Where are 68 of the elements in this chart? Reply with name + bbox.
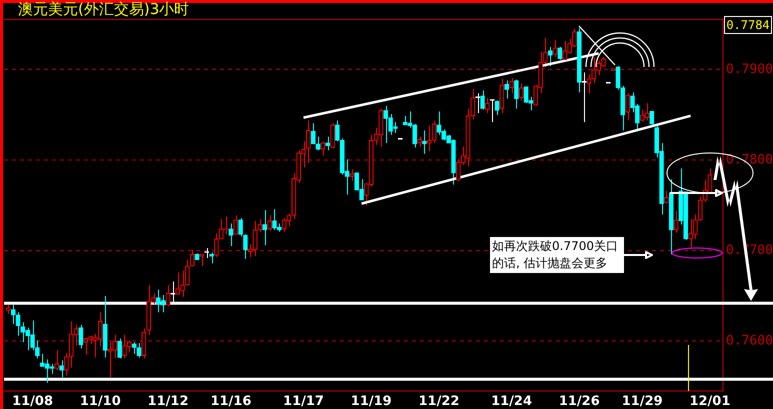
candlestick [83,337,88,356]
text: 0.7784 [724,16,772,34]
candlestick [664,190,669,204]
candlestick [674,210,678,234]
candlestick [320,140,326,156]
candlestick [514,79,519,110]
candlestick [136,342,142,358]
candlestick [306,120,311,164]
candlestick [426,125,432,152]
candlestick [78,324,84,349]
x-tick-label: 11/24 [491,394,532,409]
candlestick [175,272,180,295]
candlestick [650,110,654,124]
x-tick-label: 11/19 [350,394,392,409]
y-tick-label: 0.7900 [726,62,773,78]
candlestick [98,312,103,348]
chart-title: 澳元美元(外汇交易)3小时 [18,0,190,18]
x-tick-label: 11/10 [80,394,121,409]
x-tick-label: 11/26 [558,394,600,409]
candlestick [6,304,11,315]
candlestick [267,214,272,232]
candlestick [640,109,645,122]
candlestick [500,78,504,114]
candlestick [16,312,20,336]
candlestick [117,338,122,359]
candlestick [166,284,170,306]
candlestick [310,122,316,144]
candlestick [494,100,500,116]
candlestick [40,353,45,368]
x-tick-label: 11/22 [418,394,460,409]
candlestick [204,247,210,258]
y-tick-label: 0.7600 [726,334,773,349]
candlestick [480,90,485,110]
candlestick [485,97,490,114]
candlestick [552,39,558,58]
candlestick [64,352,69,376]
x-tick-label: 11/08 [12,394,54,409]
candlestick [698,196,703,222]
x-tick-label: 11/12 [148,394,188,409]
candlestick [350,168,354,182]
candlestick [190,249,195,267]
candlestick [262,209,268,246]
candlestick [132,342,136,354]
candlestick [330,122,335,149]
candlestick [59,360,64,378]
x-tick-label: 11/29 [622,394,663,409]
candlestick [10,304,16,325]
candlestick [558,46,562,60]
candlestick [562,40,568,62]
candlestick [518,82,524,101]
candlestick [160,294,166,313]
annotation: 如再次跌破0.7700关口的话, 估计抛盘会更多 [490,237,624,273]
x-tick-label: 11/16 [210,394,252,409]
x-tick-label: 11/17 [283,394,324,409]
candlestick [509,77,514,94]
candlestick [490,99,495,123]
candlestick [504,80,510,100]
candlestick [625,92,630,121]
candlestick [228,223,234,247]
x-tick-label: 12/01 [689,394,730,409]
candlestick [68,320,74,368]
candlestick [233,214,238,235]
candlestick [316,136,320,151]
candlestick [218,218,224,240]
candlestick [214,233,219,258]
candlestick [417,136,422,148]
candlestick [383,105,388,144]
candlestick [325,136,330,151]
